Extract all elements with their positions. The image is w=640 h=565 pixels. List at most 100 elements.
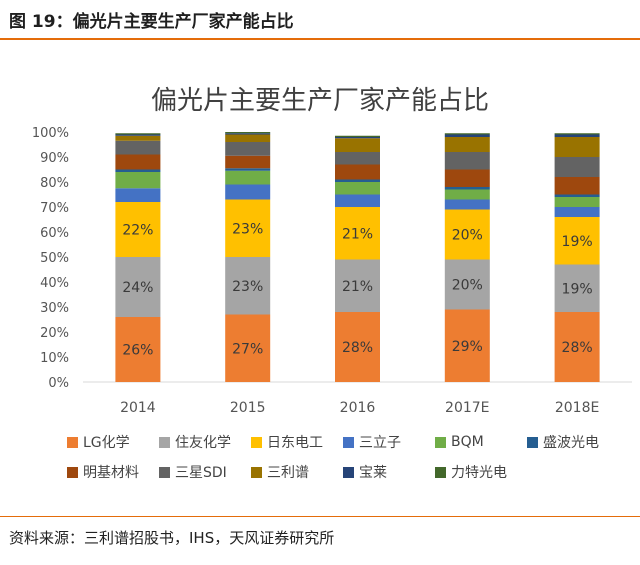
bar-segment bbox=[335, 152, 380, 165]
bar-segment bbox=[444, 189, 490, 200]
data-label: 19% bbox=[562, 281, 593, 297]
legend-swatch bbox=[251, 436, 262, 448]
bar-segment bbox=[115, 257, 161, 317]
source-note: 资料来源：三利谱招股书，IHS，天风证券研究所 bbox=[9, 529, 335, 547]
bar-segment bbox=[225, 142, 271, 156]
bar-segment bbox=[444, 152, 490, 170]
legend-label: 三立子 bbox=[359, 435, 401, 451]
figure-title: 图 19：偏光片主要生产厂家产能占比 bbox=[9, 12, 294, 32]
y-tick-label: 100% bbox=[32, 126, 69, 141]
data-label: 21% bbox=[342, 226, 373, 242]
legend-item: 三利谱 bbox=[251, 462, 309, 482]
data-label: 24% bbox=[122, 280, 153, 296]
bar-segment bbox=[554, 133, 600, 135]
legend-item: 盛波光电 bbox=[527, 432, 599, 452]
data-label: 20% bbox=[452, 278, 483, 294]
bar-segment bbox=[115, 172, 161, 189]
bar-segment bbox=[335, 137, 380, 139]
data-label: 28% bbox=[342, 340, 373, 356]
bar-segment bbox=[554, 217, 600, 265]
x-tick-label: 2014 bbox=[120, 400, 156, 416]
bar-segment bbox=[444, 309, 490, 382]
bar-segment bbox=[225, 170, 271, 185]
bar-segment bbox=[554, 177, 600, 195]
bar-segment bbox=[554, 207, 600, 217]
legend-swatch bbox=[435, 436, 446, 448]
y-tick-label: 50% bbox=[40, 251, 69, 266]
data-label: 27% bbox=[232, 341, 263, 357]
bar-segment bbox=[335, 164, 380, 180]
legend-item: 宝莱 bbox=[343, 462, 387, 482]
bar-segment bbox=[335, 182, 380, 195]
bar-segment bbox=[444, 137, 490, 152]
legend-item: 明基材料 bbox=[67, 462, 139, 482]
data-label: 23% bbox=[232, 279, 263, 295]
legend-swatch bbox=[343, 466, 354, 478]
legend-item: 日东电工 bbox=[251, 432, 323, 452]
y-tick-label: 90% bbox=[40, 151, 69, 166]
legend-item: 力特光电 bbox=[435, 462, 507, 482]
y-tick-label: 70% bbox=[40, 201, 69, 216]
data-label: 21% bbox=[342, 279, 373, 295]
bar-segment bbox=[335, 138, 380, 152]
bar-segment bbox=[444, 199, 490, 210]
legend-swatch bbox=[67, 436, 78, 448]
y-tick-label: 0% bbox=[48, 376, 69, 391]
legend-swatch bbox=[435, 466, 446, 478]
bar-segment bbox=[335, 312, 380, 382]
data-label: 28% bbox=[562, 340, 593, 356]
bar-segment bbox=[554, 137, 600, 157]
x-tick-label: 2015 bbox=[230, 400, 266, 416]
stacked-bar-chart: 0% 10% 20% 30% 40% 50% 60% 70% 80% 90% 100% 26% 24% 2… bbox=[32, 126, 632, 416]
bar-segment bbox=[115, 202, 161, 257]
legend-label: 力特光电 bbox=[451, 465, 507, 481]
bar-segment bbox=[444, 169, 490, 187]
bar-segment bbox=[444, 209, 490, 260]
y-tick-label: 20% bbox=[40, 326, 69, 341]
bar-segment bbox=[335, 135, 380, 137]
legend-label: 三利谱 bbox=[267, 465, 309, 481]
bar-segment bbox=[225, 184, 271, 200]
bar-segment bbox=[225, 168, 271, 171]
legend-label: LG化学 bbox=[83, 435, 130, 451]
legend-item: 三星SDI bbox=[159, 462, 227, 482]
data-label: 26% bbox=[122, 343, 153, 359]
legend-label: BQM bbox=[451, 434, 484, 450]
bar-segment bbox=[115, 134, 161, 136]
legend-item: BQM bbox=[435, 432, 484, 452]
bar-segment bbox=[554, 157, 600, 177]
bar-segment bbox=[554, 197, 600, 207]
data-label: 20% bbox=[452, 228, 483, 244]
legend-swatch bbox=[67, 466, 78, 478]
legend-label: 住友化学 bbox=[175, 435, 231, 451]
y-tick-label: 60% bbox=[40, 226, 69, 241]
y-tick-label: 80% bbox=[40, 176, 69, 191]
data-label: 22% bbox=[122, 223, 153, 239]
legend-swatch bbox=[159, 436, 170, 448]
x-tick-label: 2016 bbox=[340, 400, 376, 416]
legend-swatch bbox=[159, 466, 170, 478]
bar-segment bbox=[225, 133, 271, 135]
legend-swatch bbox=[527, 436, 538, 448]
legend-label: 日东电工 bbox=[267, 435, 323, 451]
bar-segment bbox=[225, 257, 271, 315]
y-tick-label: 40% bbox=[40, 276, 69, 291]
bar-segment bbox=[335, 207, 380, 260]
legend-swatch bbox=[251, 466, 262, 478]
legend-label: 盛波光电 bbox=[543, 435, 599, 451]
bar-segment bbox=[554, 312, 600, 382]
bar-segment bbox=[115, 140, 161, 155]
legend-swatch bbox=[343, 436, 354, 448]
bar-segment bbox=[115, 135, 161, 141]
y-tick-label: 30% bbox=[40, 301, 69, 316]
bar-segment bbox=[225, 132, 271, 134]
bar-segment bbox=[115, 169, 161, 172]
bar-segment bbox=[335, 194, 380, 207]
bar-segment bbox=[444, 134, 490, 137]
bar-segment bbox=[554, 264, 600, 312]
bar-segment bbox=[115, 154, 161, 170]
data-label: 23% bbox=[232, 221, 263, 237]
bar-segment bbox=[115, 188, 161, 202]
bar-segment bbox=[225, 199, 271, 257]
x-tick-label: 2018E bbox=[555, 400, 599, 416]
